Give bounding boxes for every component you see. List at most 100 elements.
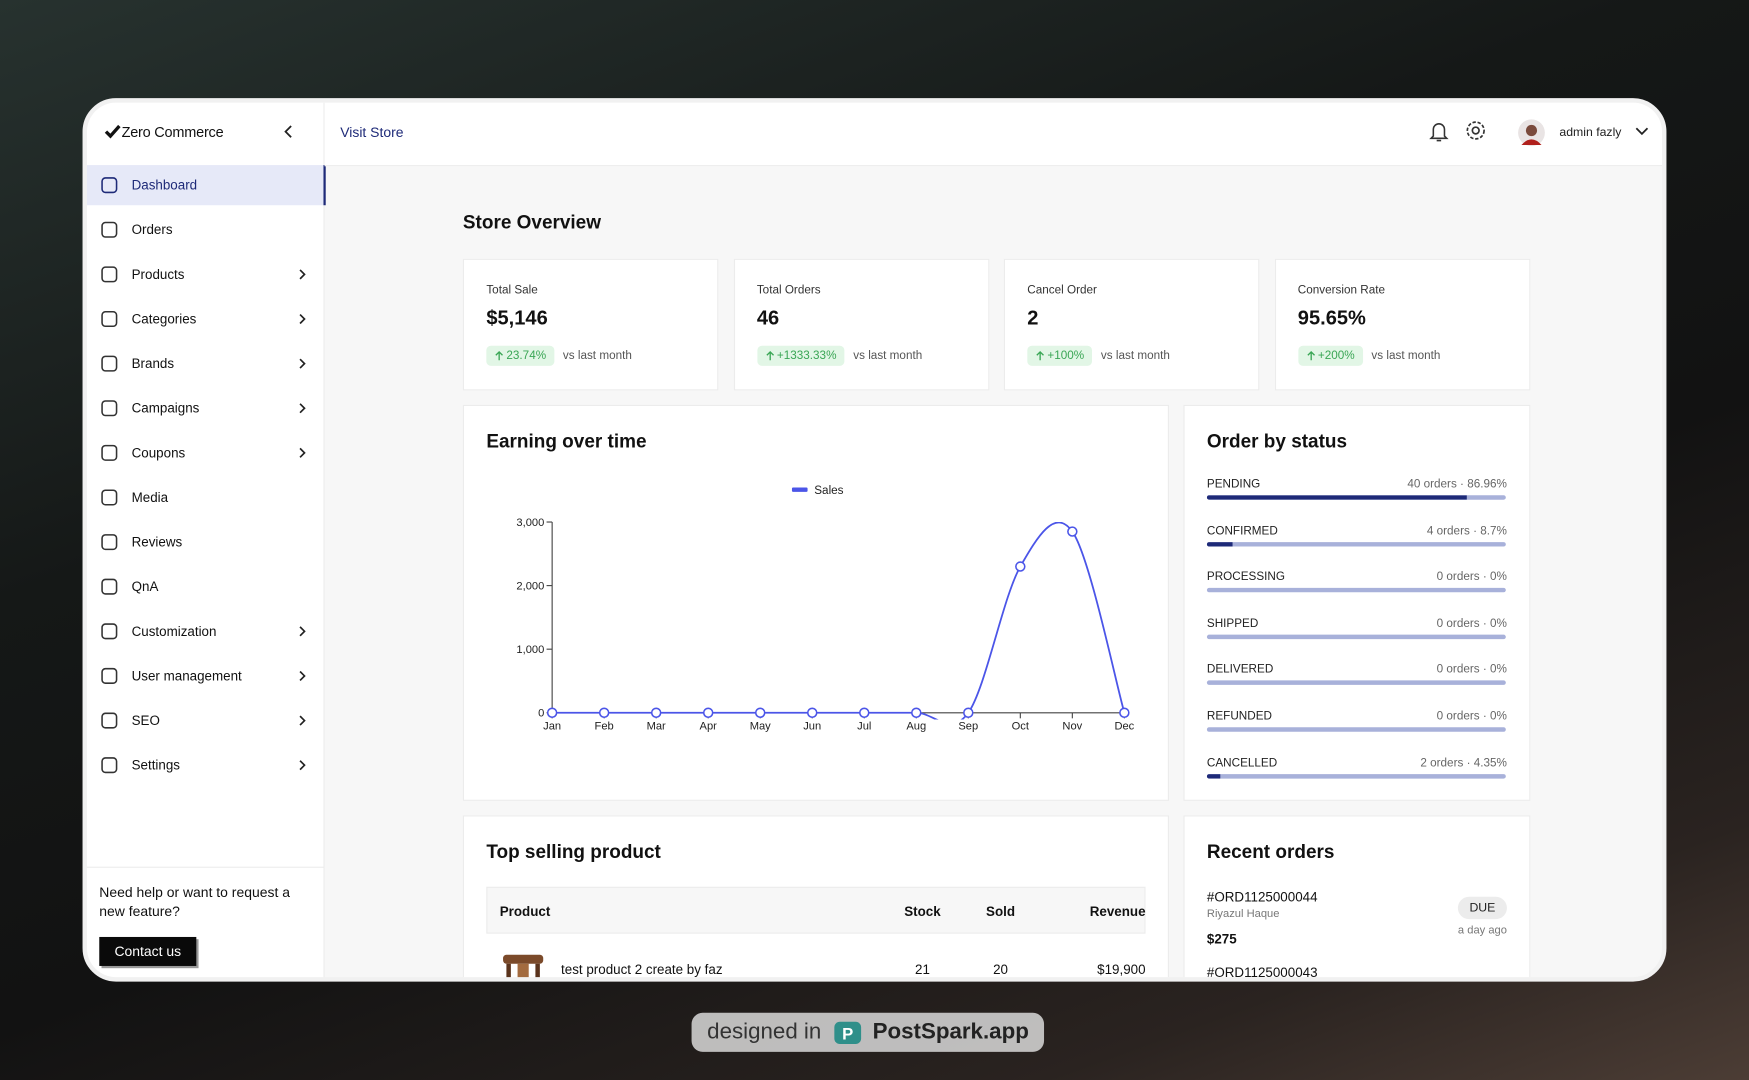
x-tick-label: Sep	[958, 720, 978, 732]
change-pill: +1333.33%	[756, 345, 845, 366]
stat-label: Total Sale	[486, 283, 538, 297]
data-point	[702, 707, 714, 719]
status-label: REFUNDED	[1206, 709, 1272, 723]
nav-item[interactable]: Orders	[87, 210, 323, 250]
stat-card: Conversion Rate 95.65% +200% vs last month	[1274, 258, 1530, 391]
status-detail: 4 orders · 8.7%	[1426, 523, 1507, 538]
data-point	[859, 707, 870, 719]
help-text: Need help or want to request a new featu…	[99, 884, 290, 920]
nav-icon	[101, 310, 118, 328]
x-tick-label: Apr	[700, 720, 718, 732]
stat-value: 46	[756, 306, 780, 330]
stat-value: 95.65%	[1297, 306, 1366, 330]
nav-item[interactable]: Customization	[87, 611, 323, 651]
up-arrow-shape	[765, 350, 774, 361]
sidebar-divider	[87, 866, 324, 868]
table-column-header: Revenue	[1089, 903, 1146, 920]
table-cell: test product 2 create by faz	[561, 961, 723, 978]
y-tick-label: 1,000	[516, 644, 544, 656]
change-value: +100%	[1047, 349, 1085, 363]
nav-item[interactable]: SEO	[87, 700, 323, 740]
nav-item[interactable]: Media	[87, 477, 323, 517]
nav-item[interactable]: QnA	[87, 567, 323, 607]
status-track	[1206, 634, 1506, 639]
nav-icon-shape	[101, 355, 118, 372]
up-arrow	[1036, 350, 1044, 361]
data-point	[806, 707, 818, 719]
nav-item[interactable]: Products	[87, 254, 323, 294]
up-arrow-shape	[495, 350, 503, 361]
badge-brand: PostSpark.app	[872, 1019, 1029, 1045]
x-tick-label: Nov	[1062, 720, 1082, 732]
table-cell: 20	[993, 961, 1008, 978]
nav-chevron-shape	[299, 358, 306, 369]
nav-chevron	[299, 313, 306, 325]
up-arrow	[765, 350, 774, 361]
nav-label: Reviews	[131, 534, 183, 550]
up-arrow	[495, 350, 503, 361]
nav-label: Dashboard	[131, 177, 198, 193]
nav-icon-shape	[101, 534, 118, 551]
contact-button[interactable]: Contact us	[99, 936, 197, 966]
nav-item[interactable]: Categories	[87, 299, 323, 339]
nav-icon-shape	[101, 310, 118, 328]
stat-card: Cancel Order 2 +100% vs last month	[1003, 258, 1260, 391]
nav-item[interactable]: Campaigns	[87, 388, 323, 428]
nav-icon-shape	[101, 400, 118, 417]
nav-icon-shape	[101, 177, 118, 194]
user-avatar[interactable]	[1517, 118, 1546, 147]
change-pill: 23.74%	[486, 345, 554, 366]
nav-icon-shape	[101, 757, 118, 774]
nav-icon	[101, 667, 118, 684]
x-tick-label: Mar	[647, 720, 666, 732]
nav-label: User management	[131, 668, 242, 684]
status-detail: 0 orders · 0%	[1436, 709, 1507, 723]
data-point	[598, 707, 610, 719]
nav-icon	[101, 623, 118, 640]
nav-label: SEO	[131, 712, 160, 729]
nav-icon-shape	[101, 266, 118, 283]
data-point	[546, 707, 558, 719]
up-arrow	[1306, 350, 1315, 361]
nav-icon	[101, 712, 118, 729]
nav-icon-shape	[101, 712, 118, 729]
bell-icon[interactable]	[1429, 120, 1449, 142]
nav-item[interactable]: Settings	[87, 745, 323, 785]
nav-icon-shape	[101, 667, 118, 684]
order-amount: $275	[1206, 931, 1237, 948]
nav-label: Products	[131, 266, 185, 283]
nav-icon	[101, 266, 118, 283]
change-note: vs last month	[853, 349, 923, 363]
nav-icon	[101, 400, 118, 417]
nav-label: Orders	[131, 221, 173, 238]
visit-store-link[interactable]: Visit Store	[340, 124, 404, 141]
app-content: Zero Commerce Need help or want to reque…	[87, 102, 1662, 978]
nav-item[interactable]: Reviews	[87, 522, 323, 562]
stat-change-row: +1333.33% vs last month	[756, 345, 923, 366]
settings-icon[interactable]	[1465, 119, 1487, 141]
nav-chevron	[299, 269, 306, 280]
change-value: 23.74%	[506, 349, 547, 363]
top-products-card: Top selling product Product Stock Sold Reve…	[462, 815, 1169, 978]
x-tick-label: Aug	[906, 720, 926, 732]
nav-item[interactable]: Brands	[87, 344, 323, 384]
user-name[interactable]: admin fazly	[1559, 126, 1622, 140]
stat-change-row: +100% vs last month	[1027, 345, 1170, 366]
x-tick-label: May	[750, 720, 771, 732]
legend-label: Sales	[814, 484, 843, 497]
table-column-header: Sold	[986, 903, 1016, 920]
nav-item[interactable]: Dashboard	[87, 165, 326, 206]
user-menu-chevron[interactable]	[1635, 126, 1649, 137]
nav-icon-shape	[101, 489, 118, 506]
nav-icon-shape	[101, 578, 118, 595]
nav-item[interactable]: Coupons	[87, 433, 323, 473]
recent-orders-card: Recent orders #ORD1125000044 Riyazul Haqu…	[1183, 815, 1531, 978]
change-value: +1333.33%	[776, 349, 837, 363]
nav-item[interactable]: User management	[87, 656, 323, 696]
data-point	[1119, 707, 1130, 719]
status-track	[1206, 773, 1506, 779]
logo-icon	[104, 124, 121, 139]
nav-chevron	[299, 670, 306, 682]
collapse-button[interactable]	[281, 124, 297, 140]
